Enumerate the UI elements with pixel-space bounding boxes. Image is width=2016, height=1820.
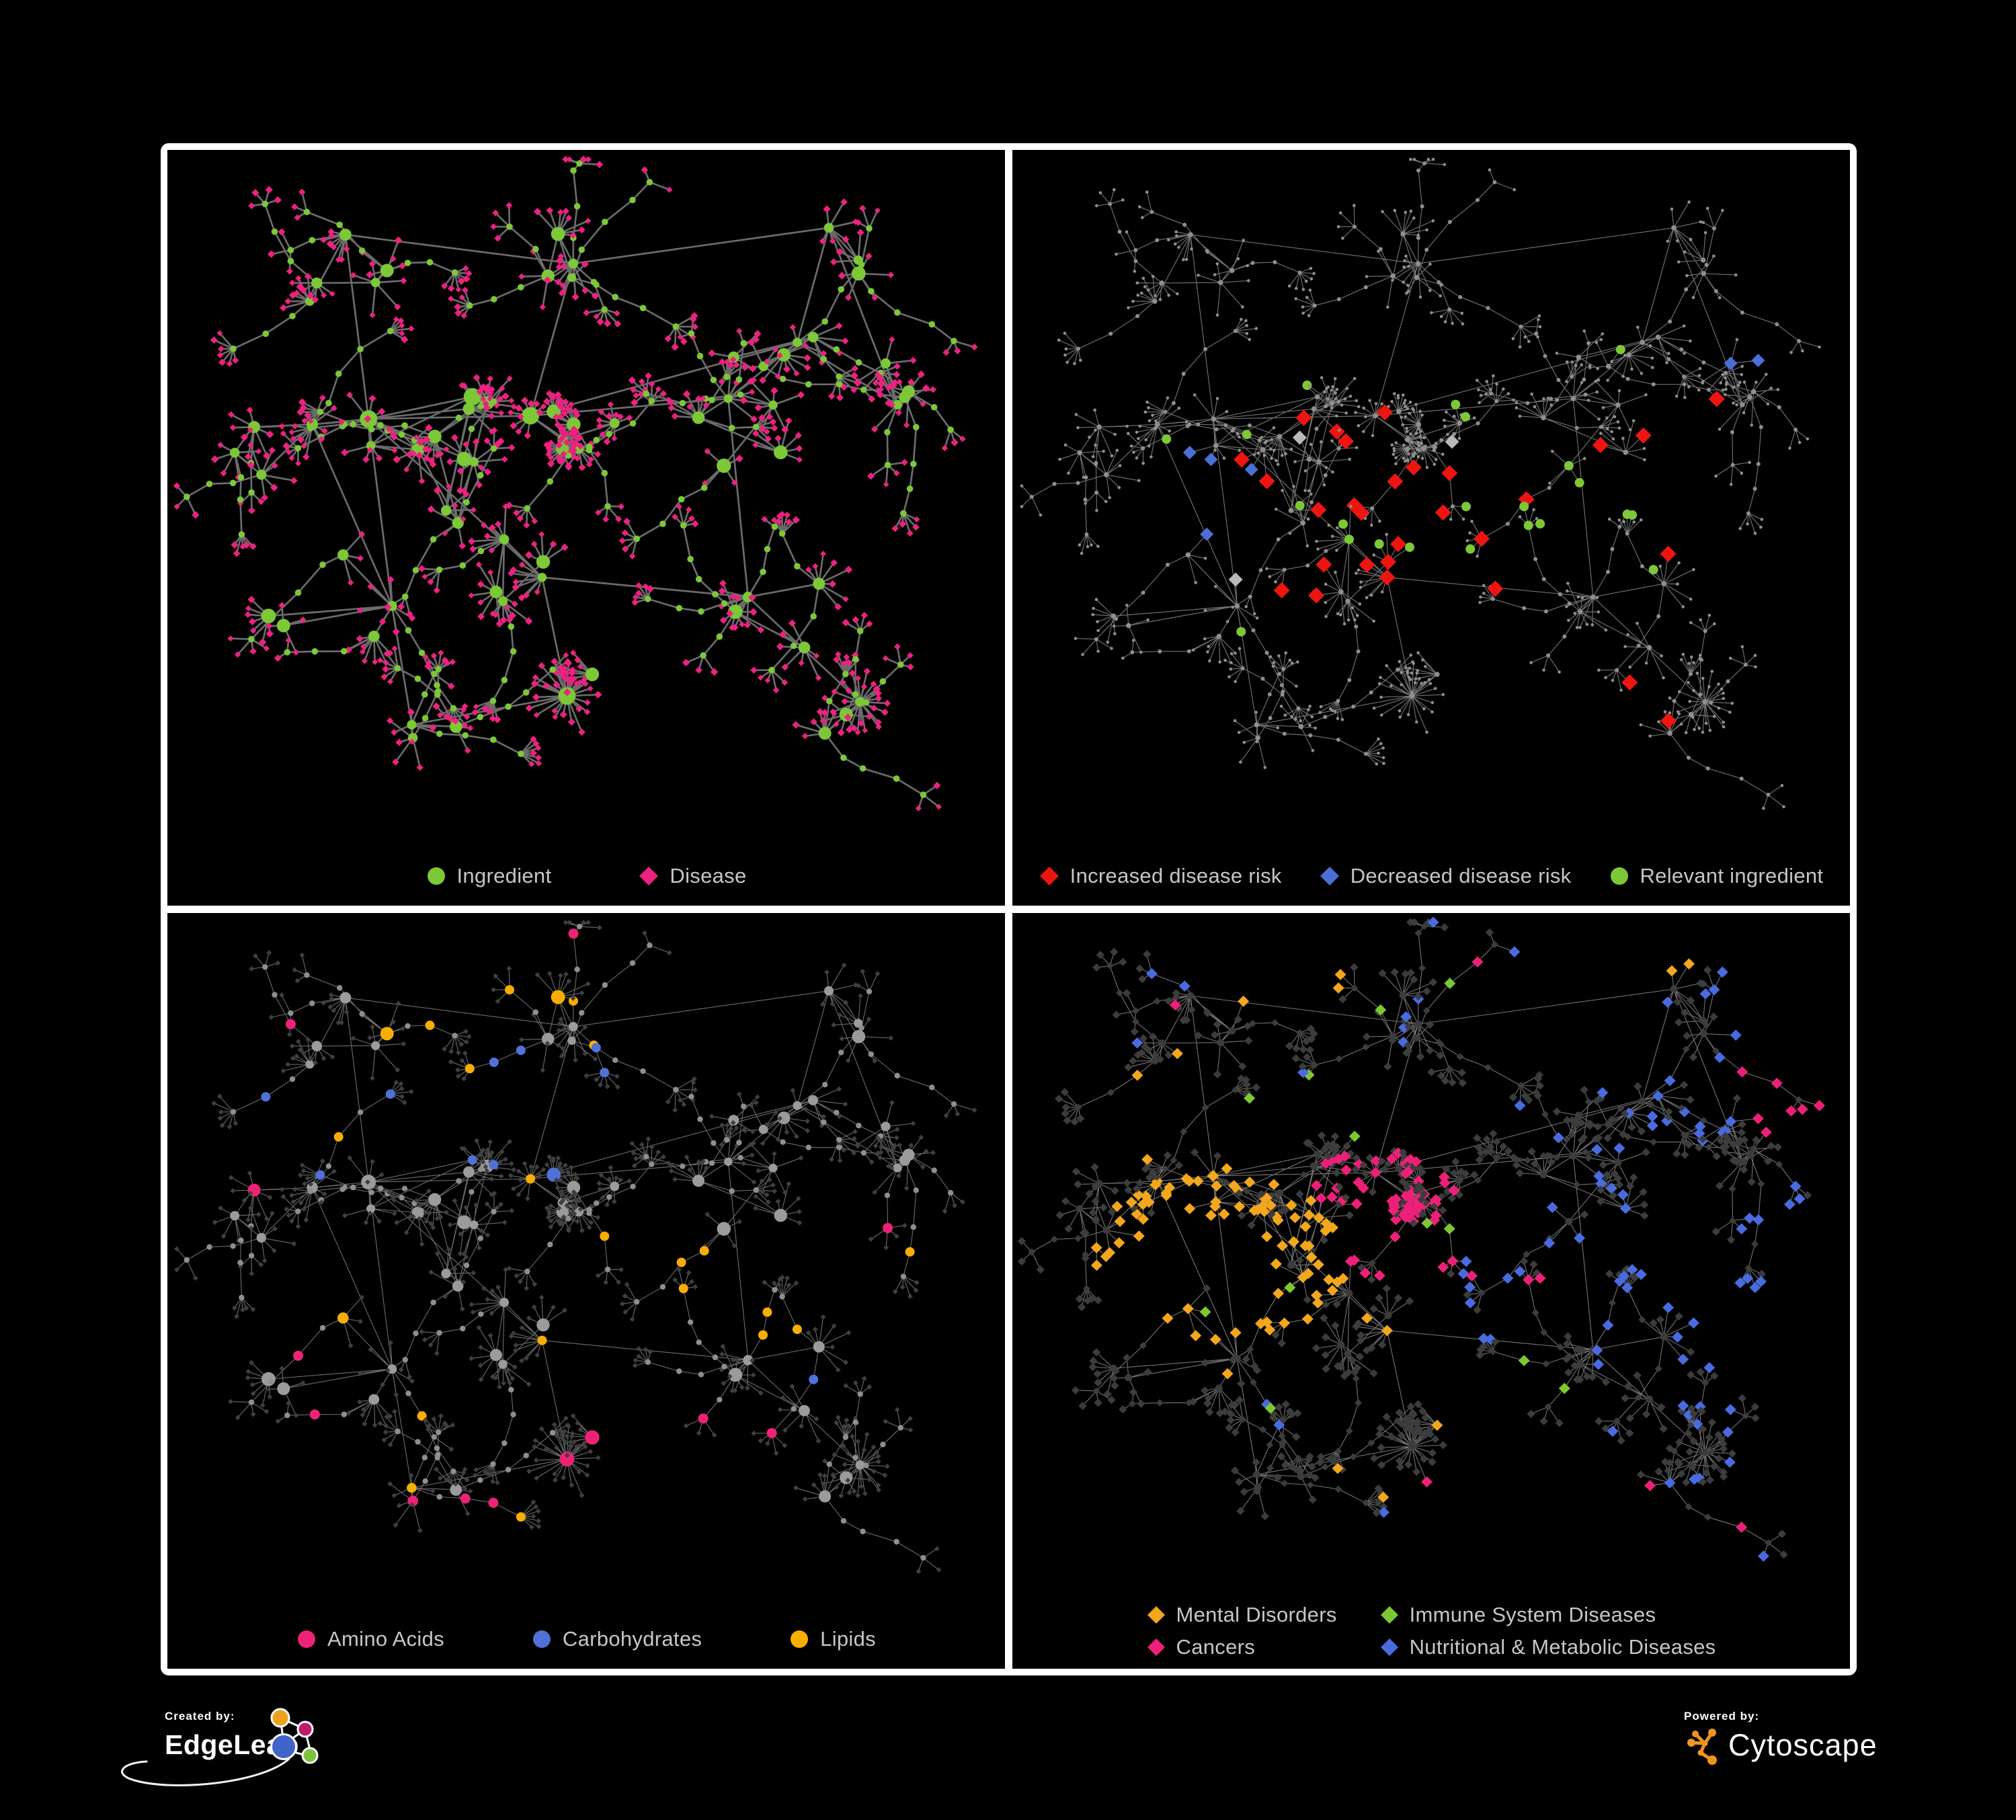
- circle-marker-icon: [298, 1630, 316, 1648]
- diamond-marker-icon: [1039, 867, 1059, 885]
- panel-nutrient-classes: Amino Acids Carbohydrates Lipids: [167, 913, 1005, 1669]
- legend-label: Disease: [670, 864, 747, 887]
- panel-ingredient-disease: Ingredient Disease: [167, 150, 1005, 906]
- legend-label: Amino Acids: [327, 1627, 444, 1651]
- diamond-marker-icon: [1380, 1638, 1398, 1656]
- network-canvas: [174, 920, 977, 1575]
- disease-risk-network: [1012, 150, 1850, 846]
- legend-item-carbohydrates: Carbohydrates: [532, 1627, 702, 1651]
- diamond-marker-icon: [639, 867, 659, 885]
- network-canvas: [173, 155, 978, 812]
- legend-label: Immune System Diseases: [1409, 1603, 1656, 1626]
- legend-item-amino-acids: Amino Acids: [296, 1627, 444, 1651]
- legend-item-cancers: Cancers: [1147, 1635, 1337, 1659]
- circle-marker-icon: [532, 1630, 551, 1648]
- legend-item-nutritional-metabolic-diseases: Nutritional & Metabolic Diseases: [1380, 1635, 1716, 1659]
- legend-disease-risk: Increased disease risk Decreased disease…: [1012, 846, 1850, 906]
- disease-classes-network: [1012, 913, 1850, 1593]
- legend-label: Mental Disorders: [1176, 1603, 1337, 1626]
- cytoscape-name: Cytoscape: [1728, 1728, 1878, 1762]
- cytoscape-lockup: Cytoscape: [1684, 1725, 1878, 1766]
- powered-by-label: Powered by:: [1684, 1710, 1760, 1723]
- network-canvas: [1017, 916, 1825, 1562]
- legend-label: Carbohydrates: [562, 1627, 702, 1651]
- legend-nutrient-classes: Amino Acids Carbohydrates Lipids: [167, 1610, 1005, 1669]
- legend-item-ingredient: Ingredient: [426, 864, 552, 888]
- created-by-label: Created by:: [165, 1710, 235, 1723]
- panel-disease-classes: Mental Disorders Immune System Diseases …: [1012, 913, 1850, 1669]
- legend-label: Decreased disease risk: [1350, 864, 1572, 887]
- legend-item-lipids: Lipids: [789, 1627, 876, 1651]
- legend-label: Relevant ingredient: [1640, 864, 1824, 887]
- panel-disease-risk: Increased disease risk Decreased disease…: [1012, 150, 1850, 906]
- figure-grid: Ingredient Disease Increased disease ris…: [161, 143, 1857, 1675]
- legend-item-increased-risk: Increased disease risk: [1039, 864, 1282, 888]
- legend-item-disease: Disease: [639, 864, 746, 888]
- legend-label: Increased disease risk: [1070, 864, 1282, 887]
- cytoscape-logo-icon: [1687, 1729, 1717, 1765]
- legend-ingredient-disease: Ingredient Disease: [167, 846, 1005, 906]
- diamond-marker-icon: [1147, 1638, 1165, 1656]
- ingredient-disease-network: [167, 150, 1005, 846]
- legend-item-relevant-ingredient: Relevant ingredient: [1609, 864, 1824, 888]
- diamond-marker-icon: [1147, 1606, 1165, 1624]
- legend-item-mental-disorders: Mental Disorders: [1147, 1603, 1337, 1627]
- diamond-marker-icon: [1320, 867, 1339, 885]
- legend-label: Lipids: [820, 1627, 876, 1651]
- legend-label: Cancers: [1176, 1635, 1256, 1659]
- circle-marker-icon: [1610, 867, 1628, 885]
- cytoscape-credit: Powered by: Cytoscape: [1684, 1710, 1878, 1766]
- circle-marker-icon: [427, 867, 445, 885]
- circle-marker-icon: [791, 1630, 809, 1648]
- network-canvas: [1020, 157, 1821, 810]
- diamond-marker-icon: [1380, 1606, 1398, 1624]
- legend-label: Nutritional & Metabolic Diseases: [1409, 1635, 1716, 1659]
- edgeleap-brand-name: EdgeLeap: [165, 1729, 299, 1760]
- legend-item-immune-system-diseases: Immune System Diseases: [1380, 1603, 1716, 1627]
- legend-item-decreased-risk: Decreased disease risk: [1320, 864, 1572, 888]
- edgeleap-credit: Created by: EdgeLeap: [165, 1710, 299, 1761]
- nutrient-classes-network: [167, 913, 1005, 1610]
- legend-label: Ingredient: [456, 864, 552, 887]
- legend-disease-classes: Mental Disorders Immune System Diseases …: [1012, 1593, 1850, 1669]
